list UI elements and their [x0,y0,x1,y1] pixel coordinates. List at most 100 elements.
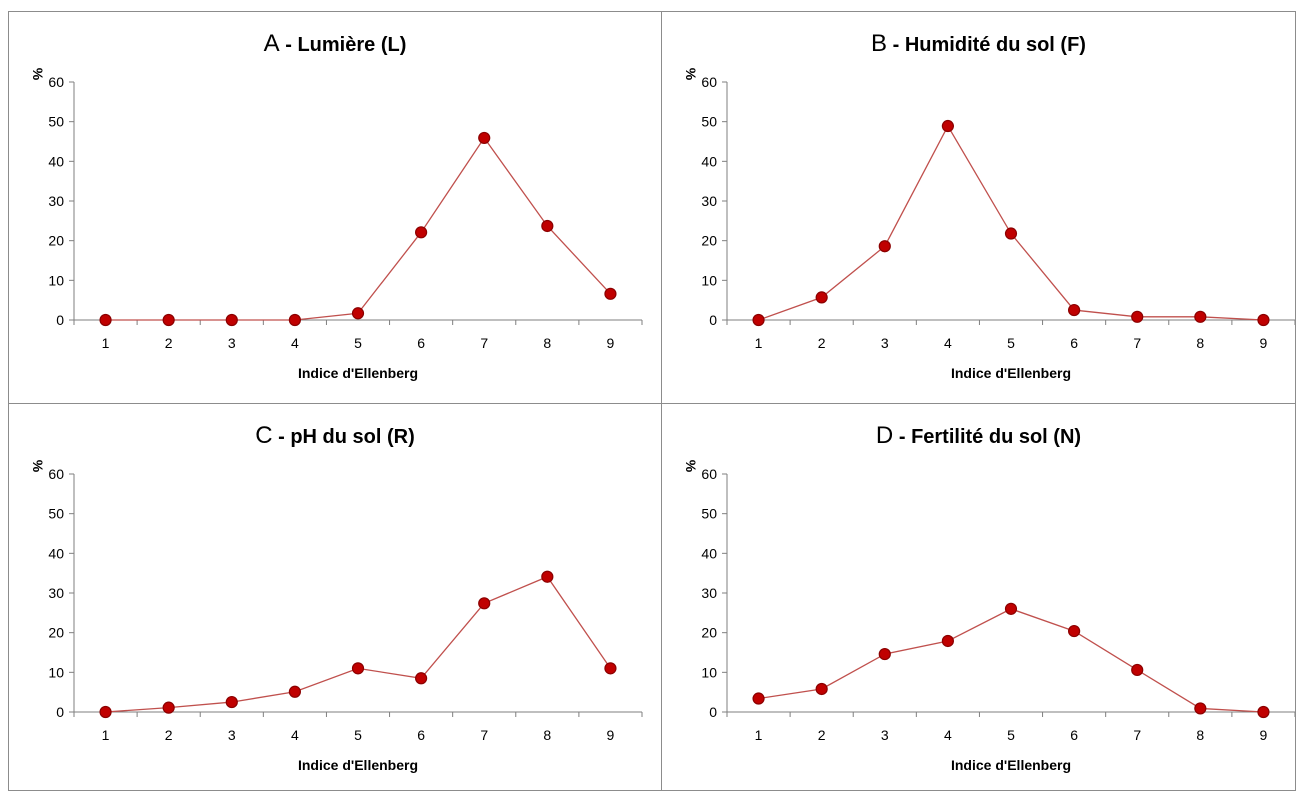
y-tick-label: 10 [701,664,717,680]
x-tick-label: 4 [944,335,952,351]
data-point [1257,705,1270,719]
y-tick-label: 50 [701,114,717,130]
data-point [878,647,891,661]
x-tick-label: 3 [228,335,236,351]
data-point [1004,227,1018,240]
x-tick-label: 2 [165,335,173,351]
x-tick-label: 5 [354,335,362,351]
y-tick-label: 50 [48,506,64,522]
chart-title: A - Lumière (L) [9,30,661,58]
x-tick-label: 8 [543,727,551,743]
chart-title-text: Fertilité du sol (N) [911,426,1082,448]
chart-title-text: Humidité du sol (F) [904,34,1086,56]
data-point [604,287,617,300]
y-tick-label: 60 [48,466,64,482]
y-tick-label: 30 [701,193,717,209]
data-point [815,291,828,304]
x-axis-label: Indice d'Ellenberg [951,365,1071,381]
x-tick-label: 9 [1260,335,1268,351]
x-tick-label: 8 [543,335,551,351]
data-point [1068,303,1081,317]
chart-title-letter: C [255,422,273,449]
data-point [1131,310,1144,323]
y-tick-label: 10 [48,272,64,288]
data-point [415,226,428,239]
x-tick-label: 9 [607,727,615,743]
chart-title-separator: - [892,34,900,56]
x-tick-label: 1 [755,727,763,743]
y-tick-label: 50 [701,506,717,522]
x-tick-label: 4 [291,727,299,743]
data-point [541,570,554,583]
chart-svg: 0 10 20 30 40 50 60 1 2 3 4 5 6 7 8 9 Indice d'Ellenberg… [30,460,643,773]
chart-title: B - Humidité du sol (F) [662,30,1295,58]
x-tick-label: 3 [881,335,889,351]
data-point [1257,313,1270,327]
series-line [758,608,1264,713]
y-tick-label: 40 [701,153,717,169]
y-tick-label: 20 [48,233,64,249]
data-point [415,672,428,685]
y-tick-label: 0 [709,704,717,720]
x-tick-label: 8 [1196,727,1204,743]
y-tick-label: 40 [48,545,64,561]
x-tick-label: 7 [1133,727,1141,743]
chart-title-letter: A [263,30,280,57]
chart-title: C - pH du sol (R) [9,422,661,450]
x-tick-label: 9 [607,335,615,351]
x-tick-label: 3 [881,727,889,743]
y-tick-label: 60 [701,74,717,90]
data-point [162,701,175,714]
data-point [478,131,491,145]
data-point [878,240,891,253]
x-tick-label: 7 [480,335,488,351]
y-tick-label: 0 [56,704,64,720]
y-tick-label: 30 [701,585,717,601]
y-axis-label: % [683,68,699,81]
y-tick-label: 10 [701,272,717,288]
data-point [541,219,554,233]
chart-panel-b: B - Humidité du sol (F) 0 10 20 30 40 50 60 1 2 3 4… [661,11,1296,404]
x-tick-label: 3 [228,727,236,743]
data-point [604,662,617,675]
data-point [225,313,238,327]
y-tick-label: 30 [48,193,64,209]
data-point [288,685,301,698]
data-point [815,682,828,696]
y-tick-label: 30 [48,585,64,601]
data-point [99,705,112,719]
data-point [162,313,175,327]
x-tick-label: 5 [1007,727,1015,743]
data-point [288,313,301,327]
x-tick-label: 6 [1070,727,1078,743]
data-point [1194,702,1207,715]
data-point [752,692,765,705]
x-axis-label: Indice d'Ellenberg [951,757,1071,773]
chart-title-letter: D [875,422,894,449]
y-tick-label: 10 [48,664,64,680]
y-tick-label: 20 [48,625,64,641]
chart-panel-d: D - Fertilité du sol (N) 0 10 20 30 40 50 60 1 2 3… [661,403,1296,791]
chart-svg: 0 10 20 30 40 50 60 1 2 3 4 5 6 7 8 9 Indice d'Ellenberg… [30,68,643,381]
data-point [1068,624,1081,638]
x-axis-label: Indice d'Ellenberg [298,365,418,381]
x-tick-label: 6 [417,335,425,351]
chart-svg: 0 10 20 30 40 50 60 1 2 3 4 5 6 7 8 9 Indice d'Ellenberg… [683,460,1295,773]
y-axis-label: % [30,68,46,81]
data-point [351,307,365,320]
data-point [478,597,491,610]
x-tick-label: 8 [1196,335,1204,351]
x-tick-label: 1 [102,335,110,351]
x-tick-label: 6 [1070,335,1078,351]
x-tick-label: 2 [818,335,826,351]
y-tick-label: 60 [48,74,64,90]
y-tick-label: 40 [48,153,64,169]
data-point [99,313,112,327]
series-line [758,124,1264,321]
chart-title-text: Lumière (L) [297,34,407,56]
chart-svg: 0 10 20 30 40 50 60 1 2 3 4 5 6 7 8 9 Indice d'Ellenberg… [683,68,1295,381]
chart-panel-a: A - Lumière (L) 0 10 20 30 40 50 60 1 2 3 4 5 6 7 8 9 Ind… [8,11,662,404]
x-tick-label: 2 [165,727,173,743]
chart-title-letter: B [871,30,888,57]
